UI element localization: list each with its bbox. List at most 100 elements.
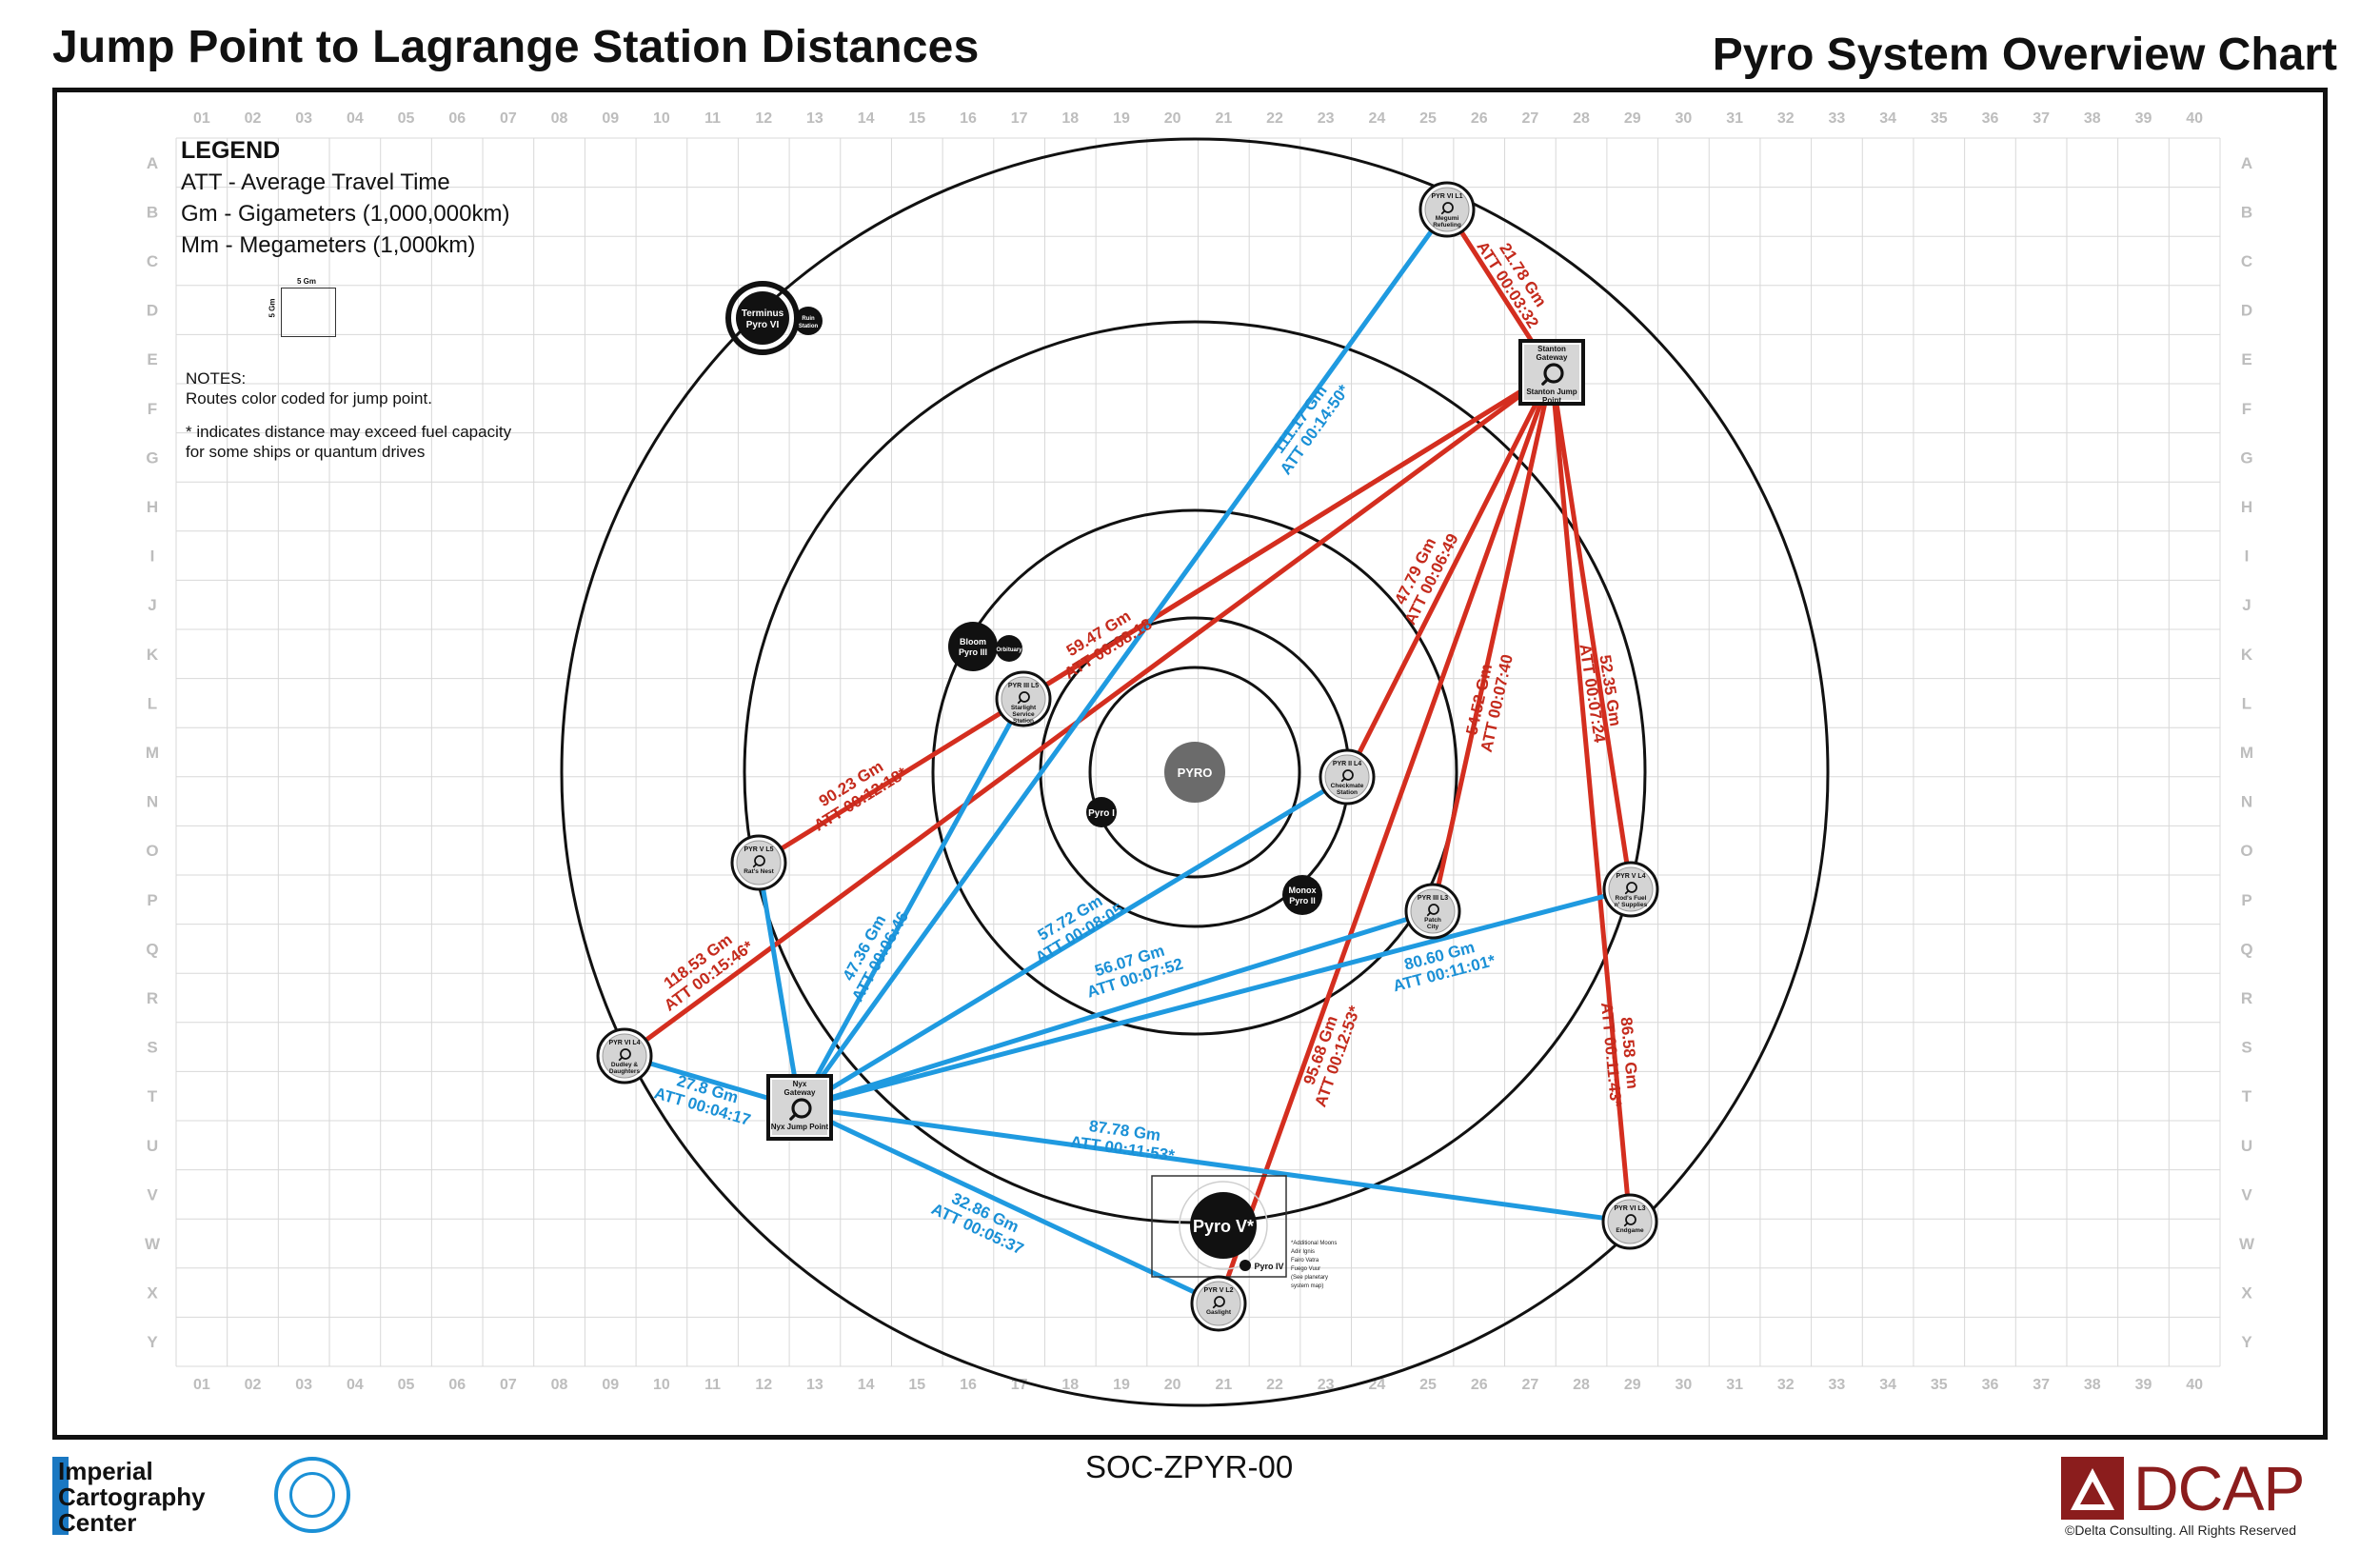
station-iii_l3-icon-ring <box>1428 904 1439 915</box>
pyro-v-orbit <box>1179 1181 1268 1270</box>
row-label-left: E <box>147 350 157 368</box>
row-label-right: Y <box>2241 1333 2252 1351</box>
column-label-top: 36 <box>1982 110 1999 127</box>
column-label-bottom: 34 <box>1879 1377 1896 1393</box>
column-label-bottom: 15 <box>908 1377 925 1393</box>
station-iii_l5-name-line-3: Station <box>1013 718 1034 725</box>
route-stanton-v_l4 <box>1549 369 1634 892</box>
station-vi_l1-icon-tail <box>1440 209 1446 215</box>
station-vi_l3-icon-ring <box>1625 1214 1636 1225</box>
station-vi_l3 <box>1607 1199 1653 1244</box>
station-ii_l4-icon-tail <box>1340 777 1346 783</box>
gateway-nyx-icon-ring <box>791 1098 812 1119</box>
column-label-top: 03 <box>295 110 312 127</box>
column-label-bottom: 40 <box>2186 1377 2203 1393</box>
gateway-stanton-name-2: Gateway <box>1537 353 1568 362</box>
gateway-stanton-jump-line-1: Stanton Jump <box>1526 388 1577 396</box>
row-label-right: R <box>2241 989 2252 1007</box>
station-v_l2-code: PYR V L2 <box>1203 1287 1233 1294</box>
station-v_l4-name-line-2: n' Supplies <box>1615 902 1648 908</box>
row-label-right: C <box>2241 252 2252 270</box>
column-label-bottom: 03 <box>295 1377 312 1393</box>
station-vi_l4-code: PYR VI L4 <box>608 1040 640 1046</box>
row-label-right: L <box>2242 694 2251 712</box>
notes-line-2: * indicates distance may exceed fuel cap… <box>186 423 512 441</box>
star-pyro <box>1164 742 1225 803</box>
legend-title: LEGEND <box>181 137 281 164</box>
column-label-top: 02 <box>245 110 262 127</box>
row-label-right: D <box>2241 302 2252 320</box>
column-label-bottom: 33 <box>1829 1377 1846 1393</box>
station-vi_l1-name-line-2: Refueling <box>1433 222 1461 229</box>
column-label-bottom: 38 <box>2084 1377 2101 1393</box>
row-label-right: W <box>2239 1235 2255 1253</box>
legend-entry-att: ATT - Average Travel Time <box>181 169 450 195</box>
station-orbituary-label: Orbituary <box>996 647 1022 653</box>
orbit-ring <box>1088 666 1301 879</box>
column-label-bottom: 25 <box>1419 1377 1437 1393</box>
station-v_l4 <box>1608 866 1654 912</box>
route-stanton-iii_l3 <box>1430 369 1555 914</box>
planet-monox-label-line-2: Pyro II <box>1289 896 1316 905</box>
planet-pyro-i <box>1086 797 1117 827</box>
row-label-right: H <box>2241 498 2252 516</box>
star-label: PYRO <box>1178 766 1213 780</box>
column-label-top: 04 <box>347 110 364 127</box>
station-ii_l4-name-line-1: Checkmate <box>1331 783 1364 789</box>
column-label-top: 37 <box>2033 110 2050 127</box>
gateway-nyx-jump-line-1: Nyx Jump Point <box>771 1123 829 1131</box>
route-nyx-v_l2 <box>797 1104 1221 1306</box>
station-vi_l4-name-line-2: Daughters <box>609 1068 641 1075</box>
station-iii_l3-name-line-2: City <box>1427 924 1439 930</box>
station-v_l2 <box>1196 1281 1241 1326</box>
station-vi_l1 <box>1424 187 1470 232</box>
system-map[interactable]: 01 01 02 02 03 03 04 04 05 05 06 06 07 07 08 08 09 09 10 10… <box>57 92 2323 1435</box>
station-orbituary <box>996 635 1022 662</box>
column-label-bottom: 37 <box>2033 1377 2050 1393</box>
station-vi_l1-code: PYR VI L1 <box>1431 193 1462 200</box>
route-nyx-vi_l1 <box>797 207 1450 1110</box>
column-label-bottom: 11 <box>704 1377 721 1393</box>
routes <box>622 207 1634 1306</box>
column-label-top: 07 <box>500 110 517 127</box>
column-label-bottom: 01 <box>193 1377 210 1393</box>
station-vi_l4-icon-tail <box>618 1056 624 1062</box>
station-vi_l1-name-line-1: Megumi <box>1436 215 1459 222</box>
column-label-top: 39 <box>2135 110 2152 127</box>
station-iii_l5-icon-ring <box>1019 691 1030 703</box>
column-label-top: 30 <box>1676 110 1693 127</box>
route-stanton-v_l2 <box>1216 369 1555 1306</box>
column-label-top: 33 <box>1829 110 1846 127</box>
station-iii_l5-icon-tail <box>1017 699 1022 705</box>
station-v_l5-icon-tail <box>752 863 758 868</box>
row-label-left: A <box>147 154 158 172</box>
route-nyx-iii_l5 <box>797 696 1026 1110</box>
station-v_l2-icon-ring <box>1214 1296 1225 1307</box>
row-label-left: P <box>147 891 157 909</box>
pyro-v-moons-note-line-6: system map) <box>1291 1283 1323 1289</box>
column-label-top: 27 <box>1521 110 1538 127</box>
column-label-top: 12 <box>755 110 772 127</box>
column-label-bottom: 36 <box>1982 1377 1999 1393</box>
column-label-top: 10 <box>653 110 670 127</box>
scale-label-horizontal: 5 Gm <box>297 277 317 286</box>
scale-label-vertical: 5 Gm <box>268 298 277 318</box>
row-label-left: H <box>147 498 158 516</box>
dcap-wordmark: DCAP <box>2133 1453 2305 1523</box>
station-ii_l4-name-line-2: Station <box>1337 789 1358 796</box>
legend-entry-gm: Gm - Gigameters (1,000,000km) <box>181 201 510 227</box>
column-label-bottom: 06 <box>448 1377 466 1393</box>
pyro-v-moons-note-line-1: *Additional Moons <box>1291 1241 1337 1246</box>
pyro-v-moons-note-line-5: (See planetary <box>1291 1275 1328 1281</box>
row-label-left: S <box>147 1039 157 1057</box>
gateway-stanton-jump-line-2: Point <box>1542 396 1561 405</box>
route-stanton-ii_l4 <box>1344 369 1555 780</box>
column-label-top: 09 <box>602 110 619 127</box>
map-frame: 01 01 02 02 03 03 04 04 05 05 06 06 07 07 08 08 09 09 10 10… <box>52 88 2328 1440</box>
column-label-bottom: 19 <box>1113 1377 1130 1393</box>
row-label-left: I <box>150 547 155 566</box>
